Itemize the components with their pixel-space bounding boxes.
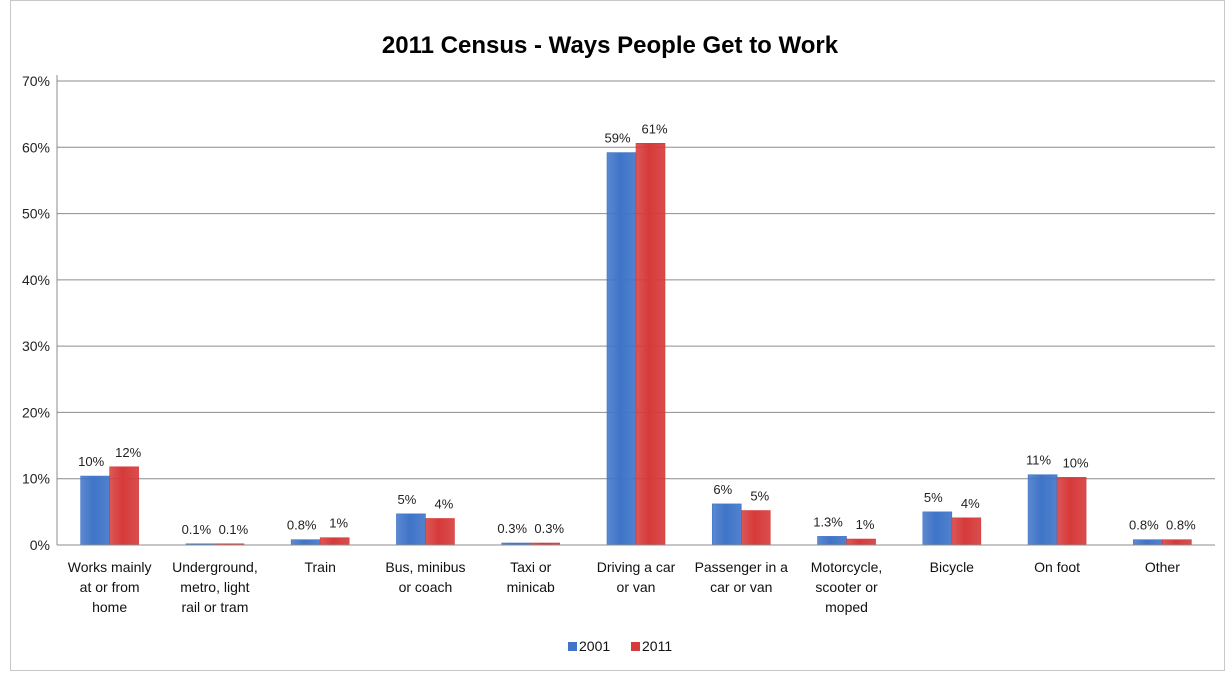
x-category-label: or coach [399, 579, 453, 595]
bar-2001 [80, 475, 110, 546]
chart-title: 2011 Census - Ways People Get to Work [382, 32, 839, 59]
data-label: 5% [924, 490, 943, 505]
bar-2001 [396, 513, 426, 546]
bars [80, 143, 1192, 546]
y-tick-label: 10% [22, 471, 50, 487]
data-label: 10% [78, 454, 104, 469]
data-label: 4% [435, 496, 454, 511]
y-tick-label: 40% [22, 272, 50, 288]
bar-2001 [922, 511, 953, 546]
data-label: 6% [713, 482, 732, 497]
y-tick-label: 70% [22, 73, 50, 89]
data-label: 12% [115, 445, 141, 460]
data-label: 0.8% [287, 518, 317, 533]
x-category-label: Train [304, 559, 335, 575]
data-label: 61% [641, 121, 667, 136]
data-label: 11% [1026, 453, 1051, 468]
data-label: 1% [856, 517, 875, 532]
legend-swatch-2001 [568, 642, 577, 651]
bar-2001 [606, 152, 637, 546]
bar-2001 [817, 536, 847, 546]
bar-2001 [1027, 474, 1058, 546]
bar-2011 [1056, 477, 1087, 546]
data-label: 0.3% [534, 521, 564, 536]
bar-2001 [1133, 539, 1163, 546]
data-label: 5% [750, 489, 769, 504]
x-category-label: car or van [710, 579, 772, 595]
x-category-label: Underground, [172, 559, 258, 575]
x-category-label: Bicycle [930, 559, 975, 575]
data-label: 4% [961, 496, 980, 511]
bar-2011 [109, 466, 139, 546]
x-category-label: Works mainly [68, 559, 152, 575]
x-category-label: Other [1145, 559, 1180, 575]
bar-2011 [740, 510, 771, 546]
bar-2001 [711, 503, 742, 546]
x-category-label: Bus, minibus [385, 559, 465, 575]
x-category-label: home [92, 599, 127, 615]
data-label: 0.1% [219, 522, 249, 537]
y-tick-label: 60% [22, 139, 50, 155]
bar-2011 [951, 517, 982, 546]
data-label: 0.8% [1129, 518, 1159, 533]
axes: 0% 10% 20% 30% 40% 50% 60% 70% Works mainly at or… [22, 73, 1215, 615]
bar-2011 [319, 537, 350, 546]
data-label: 59% [604, 131, 630, 146]
bar-2011 [425, 518, 455, 546]
data-label: 0.1% [182, 522, 212, 537]
bar-2011 [635, 143, 666, 546]
legend-label-2001: 2001 [579, 638, 610, 654]
legend-swatch-2011 [631, 642, 640, 651]
x-category-label: or van [617, 579, 656, 595]
bar-2011 [1162, 539, 1192, 546]
data-label: 0.8% [1166, 518, 1196, 533]
data-label: 5% [398, 492, 417, 507]
data-label: 1.3% [813, 514, 843, 529]
legend: 2001 2011 [568, 638, 672, 654]
data-labels: 10% 12% 0.1% 0.1% 0.8% 1% 5% 4% 0.3% 0.3% 59% 61% 6%… [78, 121, 1196, 536]
x-category-label: scooter or [815, 579, 878, 595]
data-label: 10% [1063, 455, 1089, 470]
bar-2001 [290, 539, 321, 546]
x-category-label: minicab [507, 579, 555, 595]
x-category-label: Taxi or [510, 559, 552, 575]
y-tick-label: 30% [22, 338, 50, 354]
x-category-label: Driving a car [597, 559, 676, 575]
data-label: 1% [329, 516, 348, 531]
x-category-label: rail or tram [181, 599, 248, 615]
bar-2011 [846, 538, 876, 546]
y-tick-label: 20% [22, 404, 50, 420]
y-tick-label: 50% [22, 206, 50, 222]
x-category-label: On foot [1034, 559, 1080, 575]
x-category-label: at or from [80, 579, 140, 595]
x-category-label: moped [825, 599, 868, 615]
y-tick-label: 0% [30, 537, 50, 553]
x-category-label: metro, light [180, 579, 249, 595]
data-label: 0.3% [497, 521, 527, 536]
x-category-label: Passenger in a [695, 559, 789, 575]
x-category-label: Motorcycle, [811, 559, 883, 575]
legend-label-2011: 2011 [642, 638, 672, 654]
